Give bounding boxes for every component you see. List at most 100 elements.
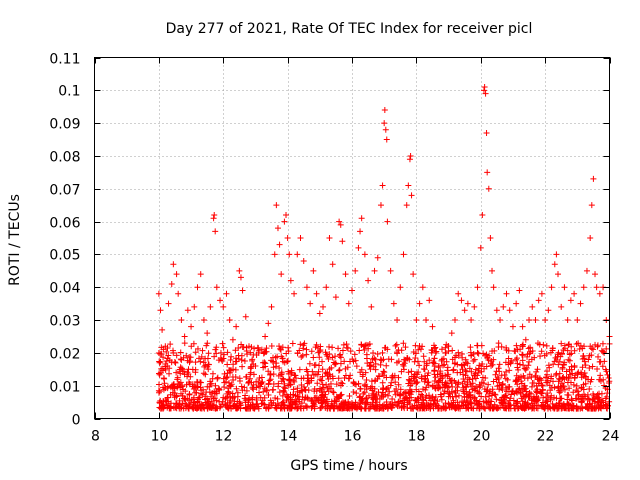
data-point-dense [360, 390, 367, 397]
data-point-dense [418, 375, 425, 382]
data-point-dense [535, 394, 542, 401]
data-point-dense [579, 364, 586, 371]
data-point-dense [192, 369, 199, 376]
data-point-dense [466, 376, 473, 383]
data-point-dense [338, 391, 345, 398]
data-point-dense [261, 385, 268, 392]
data-point-dense [408, 368, 415, 375]
data-point-dense [431, 397, 437, 404]
data-point [281, 218, 288, 225]
data-point-dense [358, 366, 365, 373]
data-point-dense [217, 349, 224, 356]
data-point-dense [548, 373, 555, 380]
data-point [567, 297, 574, 304]
data-point-dense [370, 350, 377, 357]
data-point-dense [441, 361, 448, 368]
data-point-dense [555, 383, 562, 390]
y-tick-label: 0.05 [49, 248, 80, 264]
data-point-dense [198, 390, 205, 397]
data-point [204, 330, 211, 337]
data-point-dense [234, 389, 241, 396]
data-point-dense [503, 394, 510, 401]
data-point-dense [303, 351, 310, 358]
data-point-dense [579, 393, 586, 400]
data-point-dense [221, 379, 228, 386]
data-point-dense [434, 398, 441, 405]
data-point-dense [405, 369, 412, 376]
data-point-dense [379, 379, 386, 386]
data-point-dense [474, 349, 481, 356]
data-point-dense [256, 375, 263, 382]
data-point [303, 284, 310, 291]
data-point-dense [602, 395, 609, 402]
data-point-dense [393, 401, 400, 408]
data-point [211, 212, 218, 219]
data-point-dense [594, 365, 601, 372]
data-point-dense [164, 394, 171, 401]
data-point-dense [595, 353, 602, 360]
x-tick-label: 22 [537, 429, 555, 445]
data-point-dense [397, 386, 404, 393]
data-point [371, 267, 378, 274]
data-point-dense [194, 379, 201, 386]
data-point-dense [164, 355, 171, 362]
data-point-dense [174, 374, 181, 381]
data-point-dense [317, 376, 324, 383]
data-point-dense [472, 375, 479, 382]
data-point [545, 307, 552, 314]
data-point [178, 317, 185, 324]
data-point-dense [516, 385, 523, 392]
data-point-dense [166, 370, 173, 377]
data-point-dense [260, 388, 267, 395]
data-point [548, 284, 555, 291]
data-point-dense [565, 356, 572, 363]
data-point-dense [292, 404, 299, 411]
data-point-dense [247, 364, 254, 371]
data-point [283, 212, 290, 219]
data-point-dense [352, 401, 359, 408]
data-point-dense [232, 373, 239, 380]
data-point-dense [172, 359, 179, 366]
data-point-dense [322, 404, 329, 411]
data-point-dense [208, 380, 215, 387]
data-point [377, 202, 384, 209]
data-point-dense [596, 390, 603, 397]
data-point [408, 192, 415, 199]
data-point-dense [316, 354, 323, 361]
data-point-dense [353, 390, 360, 397]
data-point-dense [357, 405, 364, 412]
data-point-dense [223, 375, 230, 382]
data-point-dense [395, 381, 402, 388]
data-point-dense [170, 404, 177, 411]
data-point [294, 251, 301, 258]
data-point [155, 290, 162, 297]
data-point-dense [534, 366, 541, 373]
data-point-dense [379, 371, 386, 378]
data-point-dense [196, 394, 203, 401]
data-point-dense [564, 347, 571, 354]
data-point-dense [460, 361, 467, 368]
data-point-dense [190, 403, 197, 410]
data-point-dense [519, 387, 526, 394]
data-point-dense [558, 340, 565, 347]
data-point-dense [561, 359, 568, 366]
x-tick-label: 12 [215, 429, 233, 445]
data-point-dense [389, 395, 396, 402]
data-point-dense [486, 352, 493, 359]
data-point-dense [236, 375, 243, 382]
data-point-dense [166, 405, 173, 412]
data-point-dense [495, 340, 502, 347]
data-point-dense [431, 367, 438, 374]
data-point-dense [221, 351, 228, 358]
data-point-dense [560, 374, 567, 381]
data-point-dense [265, 380, 272, 387]
data-point-dense [291, 378, 298, 385]
data-point-dense [329, 354, 336, 361]
data-point-dense [480, 350, 487, 357]
data-point-dense [314, 345, 321, 352]
data-point-dense [446, 403, 453, 410]
data-point [490, 284, 497, 291]
data-point-dense [505, 347, 512, 354]
data-point-dense [507, 405, 514, 412]
data-point-dense [362, 369, 369, 376]
